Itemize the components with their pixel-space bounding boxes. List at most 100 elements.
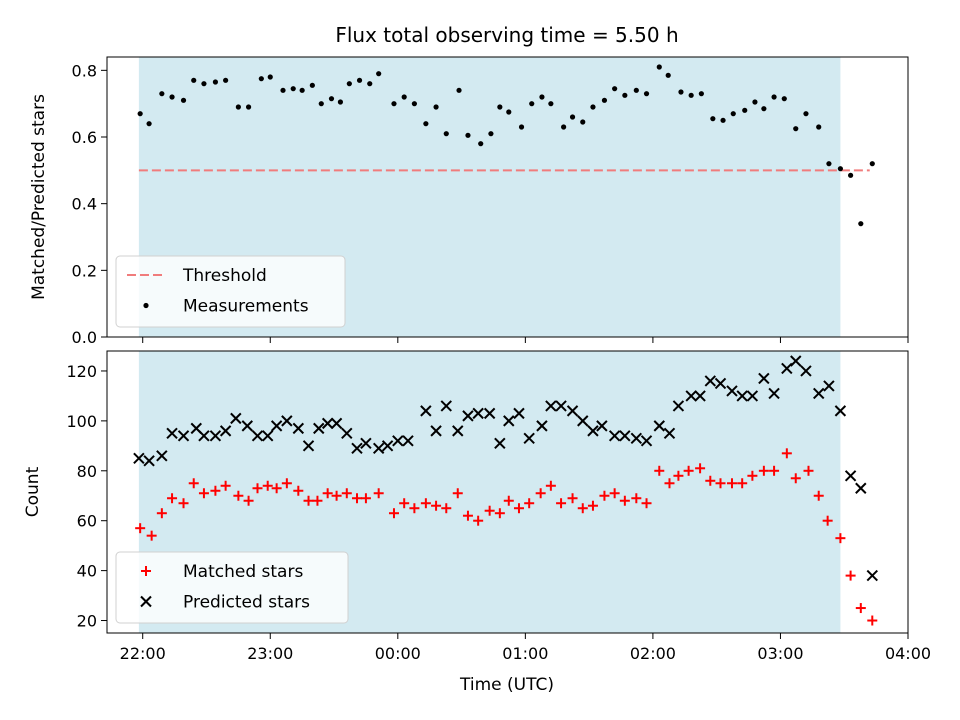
data-point — [146, 530, 157, 541]
data-point — [587, 425, 599, 437]
data-point — [596, 420, 608, 432]
data-point — [523, 432, 535, 445]
data-point — [235, 104, 241, 110]
x-tick-label: 23:00 — [247, 644, 293, 663]
data-point — [771, 94, 777, 100]
data-point — [313, 422, 325, 435]
data-point — [608, 430, 621, 442]
series-measurements — [137, 64, 875, 227]
data-point — [826, 161, 832, 167]
data-point — [643, 91, 650, 97]
y-tick-label: 40 — [77, 562, 97, 581]
data-point — [220, 480, 231, 491]
y-tick-label: 100 — [66, 412, 97, 431]
data-point — [420, 498, 431, 509]
data-point — [736, 390, 748, 402]
data-point — [177, 430, 190, 442]
data-point — [156, 450, 168, 462]
data-point — [867, 615, 878, 626]
data-point — [758, 372, 770, 385]
data-point — [293, 485, 304, 496]
y-tick-label: 120 — [66, 362, 97, 381]
data-point — [758, 465, 769, 476]
data-point — [673, 470, 684, 481]
data-point — [823, 380, 835, 392]
data-point — [411, 101, 417, 107]
data-point — [219, 425, 232, 437]
ratio-panel: 0.0 0.2 0.4 0.6 0.8 Matched/Predicted stars Th… — [29, 56, 909, 347]
data-point — [837, 166, 843, 172]
plot-frame — [106, 350, 909, 634]
data-point — [845, 570, 856, 581]
data-point — [640, 435, 653, 447]
data-point — [790, 355, 802, 367]
data-point — [781, 96, 787, 102]
data-point — [271, 483, 282, 494]
data-point — [341, 427, 353, 440]
data-point — [524, 498, 535, 509]
data-point — [630, 432, 643, 445]
data-point — [210, 485, 221, 496]
data-point — [497, 104, 503, 110]
data-point — [452, 488, 463, 499]
series-matched-stars — [135, 448, 878, 626]
data-point — [536, 420, 548, 432]
data-point — [441, 503, 452, 514]
data-point — [409, 503, 420, 514]
y-tick-label: 0.6 — [72, 128, 97, 147]
data-point — [143, 455, 155, 467]
data-point — [456, 87, 462, 93]
data-point — [341, 488, 352, 499]
data-point — [169, 94, 175, 100]
data-point — [793, 126, 799, 132]
data-point — [656, 64, 662, 70]
data-point — [494, 437, 506, 450]
legend: Matched stars Predicted stars — [115, 551, 349, 624]
data-point — [822, 515, 833, 526]
data-point — [146, 121, 152, 127]
data-point — [714, 377, 727, 390]
data-point — [513, 503, 524, 514]
data-point — [653, 420, 665, 432]
data-point — [262, 480, 273, 491]
data-point — [664, 478, 675, 489]
data-point — [376, 71, 382, 77]
data-point — [855, 482, 867, 494]
data-point — [545, 400, 557, 412]
data-point — [803, 111, 809, 117]
data-point — [201, 81, 207, 87]
data-point — [251, 430, 264, 442]
data-point — [167, 493, 178, 504]
data-point — [555, 400, 567, 412]
data-point — [781, 362, 793, 375]
data-point — [803, 465, 814, 476]
data-point — [401, 94, 407, 100]
data-point — [452, 425, 464, 437]
data-point — [641, 498, 652, 509]
data-point — [631, 493, 642, 504]
data-point — [848, 172, 854, 178]
data-point — [715, 478, 726, 489]
data-point — [816, 124, 822, 130]
data-point — [813, 490, 824, 501]
data-point — [768, 387, 780, 400]
data-point — [312, 495, 323, 506]
data-point — [399, 498, 410, 509]
data-point — [391, 101, 397, 107]
data-point — [212, 79, 219, 85]
data-point — [258, 76, 264, 82]
data-point — [704, 375, 717, 387]
data-point — [156, 508, 167, 519]
data-point — [752, 99, 758, 105]
y-axis-label: Matched/Predicted stars — [29, 94, 49, 300]
data-point — [191, 77, 197, 83]
data-point — [561, 124, 567, 130]
data-point — [539, 94, 545, 100]
data-point — [302, 440, 315, 452]
data-point — [698, 91, 704, 97]
data-point — [619, 495, 630, 506]
data-point — [367, 81, 373, 87]
data-point — [281, 415, 293, 427]
data-point — [472, 407, 484, 420]
